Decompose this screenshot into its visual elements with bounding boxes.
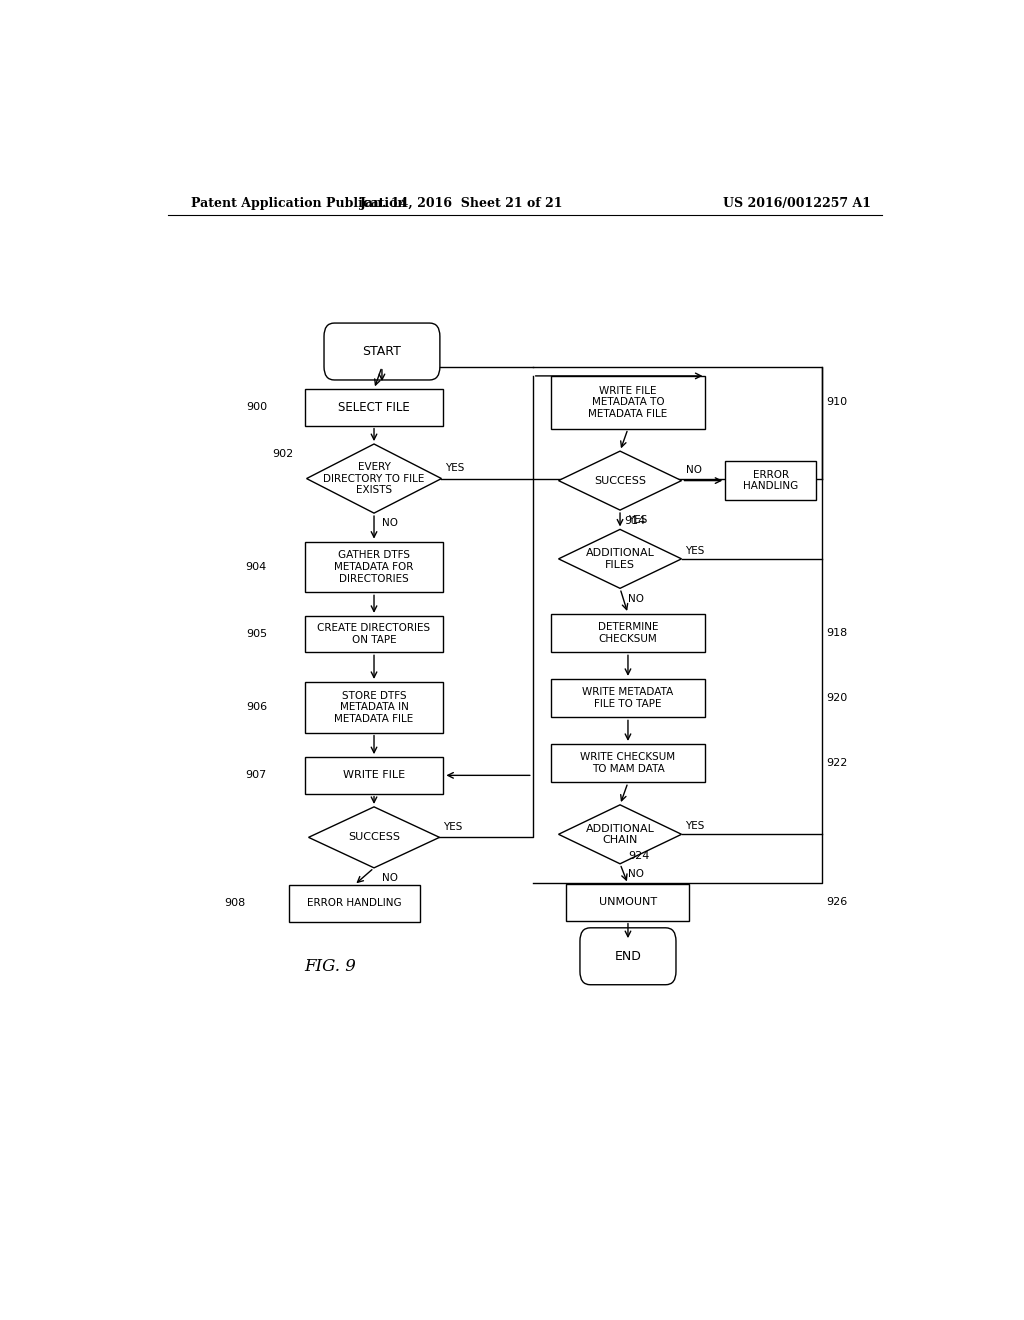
Text: 905: 905 [246, 630, 267, 639]
Text: 926: 926 [826, 898, 848, 907]
FancyBboxPatch shape [551, 678, 706, 718]
Text: WRITE METADATA
FILE TO TAPE: WRITE METADATA FILE TO TAPE [583, 688, 674, 709]
Text: 907: 907 [246, 771, 267, 780]
FancyBboxPatch shape [304, 389, 443, 426]
Text: ADDITIONAL
CHAIN: ADDITIONAL CHAIN [586, 824, 654, 845]
FancyBboxPatch shape [289, 886, 420, 921]
Text: WRITE FILE: WRITE FILE [343, 771, 406, 780]
Text: NO: NO [382, 873, 398, 883]
Text: NO: NO [685, 466, 701, 475]
FancyBboxPatch shape [304, 615, 443, 652]
Text: 914: 914 [624, 516, 645, 527]
Text: 906: 906 [246, 702, 267, 713]
Text: 902: 902 [272, 449, 294, 459]
Text: 920: 920 [826, 693, 848, 704]
Text: 904: 904 [246, 562, 267, 572]
Text: YES: YES [685, 545, 705, 556]
Polygon shape [558, 451, 682, 510]
FancyBboxPatch shape [551, 744, 706, 783]
Text: YES: YES [685, 821, 705, 832]
Text: 908: 908 [224, 899, 246, 908]
Text: 924: 924 [628, 850, 649, 861]
Text: SUCCESS: SUCCESS [348, 833, 400, 842]
Text: 922: 922 [826, 758, 848, 768]
FancyBboxPatch shape [551, 376, 706, 429]
Text: 900: 900 [246, 403, 267, 412]
Text: GATHER DTFS
METADATA FOR
DIRECTORIES: GATHER DTFS METADATA FOR DIRECTORIES [334, 550, 414, 583]
Text: NO: NO [628, 594, 644, 603]
Text: UNMOUNT: UNMOUNT [599, 898, 657, 907]
Text: EVERY
DIRECTORY TO FILE
EXISTS: EVERY DIRECTORY TO FILE EXISTS [324, 462, 425, 495]
Polygon shape [308, 807, 439, 867]
Text: FIG. 9: FIG. 9 [304, 958, 356, 975]
FancyBboxPatch shape [304, 758, 443, 793]
Text: STORE DTFS
METADATA IN
METADATA FILE: STORE DTFS METADATA IN METADATA FILE [335, 690, 414, 723]
Text: WRITE FILE
METADATA TO
METADATA FILE: WRITE FILE METADATA TO METADATA FILE [589, 385, 668, 418]
Text: NO: NO [382, 519, 398, 528]
Text: Jan. 14, 2016  Sheet 21 of 21: Jan. 14, 2016 Sheet 21 of 21 [359, 197, 563, 210]
FancyBboxPatch shape [566, 884, 689, 921]
Text: ADDITIONAL
FILES: ADDITIONAL FILES [586, 548, 654, 570]
Text: END: END [614, 950, 641, 962]
Text: START: START [362, 345, 401, 358]
FancyBboxPatch shape [304, 541, 443, 593]
FancyBboxPatch shape [725, 461, 816, 500]
FancyBboxPatch shape [580, 928, 676, 985]
Text: ERROR HANDLING: ERROR HANDLING [307, 899, 401, 908]
Text: WRITE CHECKSUM
TO MAM DATA: WRITE CHECKSUM TO MAM DATA [581, 752, 676, 774]
Text: YES: YES [628, 515, 647, 525]
Polygon shape [558, 529, 682, 589]
Text: 918: 918 [826, 628, 848, 638]
FancyBboxPatch shape [324, 323, 440, 380]
Text: YES: YES [443, 822, 463, 832]
Text: Patent Application Publication: Patent Application Publication [191, 197, 407, 210]
Text: YES: YES [445, 463, 465, 474]
Polygon shape [306, 444, 441, 513]
FancyBboxPatch shape [304, 682, 443, 733]
Polygon shape [558, 805, 682, 863]
Text: ERROR
HANDLING: ERROR HANDLING [743, 470, 799, 491]
Text: SELECT FILE: SELECT FILE [338, 401, 410, 414]
Text: DETERMINE
CHECKSUM: DETERMINE CHECKSUM [598, 622, 658, 644]
Text: CREATE DIRECTORIES
ON TAPE: CREATE DIRECTORIES ON TAPE [317, 623, 430, 645]
FancyBboxPatch shape [551, 614, 706, 652]
Text: NO: NO [628, 869, 644, 879]
Text: US 2016/0012257 A1: US 2016/0012257 A1 [723, 197, 871, 210]
Text: SUCCESS: SUCCESS [594, 475, 646, 486]
Text: 910: 910 [826, 397, 848, 408]
